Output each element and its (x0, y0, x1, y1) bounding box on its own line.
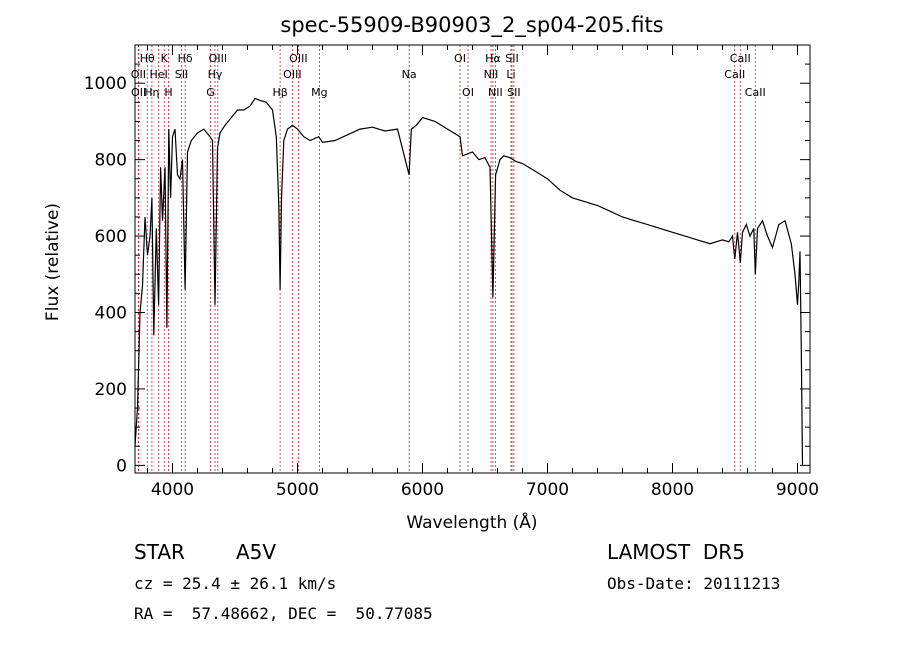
y-tick-label: 1000 (84, 74, 127, 94)
chart-title: spec-55909-B90903_2_sp04-205.fits (280, 13, 663, 38)
y-tick-label: 200 (95, 380, 127, 400)
x-axis-ticks: 4000 5000 6000 7000 8000 9000 (147, 45, 819, 500)
y-axis-ticks: 0 200 400 600 800 1000 (84, 44, 810, 476)
spectral-line-label: Hα (485, 52, 501, 65)
spectral-line-label: Hη (144, 86, 159, 99)
plot-frame (134, 44, 811, 474)
spectral-line-label: H (164, 86, 172, 99)
spectral-line-label: OIII (209, 52, 227, 65)
spectral-line-label: NII (488, 86, 503, 99)
spectral-line-label: CaII (724, 68, 745, 81)
spectral-line-label: HeI (149, 68, 167, 81)
x-tick-label: 5000 (276, 480, 319, 500)
observation-date: Obs-Date: 20111213 (607, 574, 781, 593)
x-tick-label: 9000 (776, 480, 819, 500)
spectral-line-label: OI (462, 86, 474, 99)
object-subclass: A5V (236, 540, 277, 564)
spectral-line-markers (137, 45, 756, 473)
y-tick-label: 0 (116, 456, 127, 476)
spectral-line-label: CaII (745, 86, 766, 99)
spectral-line-label: Li (506, 68, 515, 81)
spectral-line-label: OIII (283, 68, 301, 81)
spectral-line-label: G (206, 86, 215, 99)
spectral-line-label: Hγ (208, 68, 223, 81)
spectral-line-label: OIII (289, 52, 307, 65)
spectral-line-label: SII (175, 68, 188, 81)
spectrum-line (134, 97, 804, 466)
x-tick-label: 7000 (526, 480, 569, 500)
spectral-line-label: Hδ (178, 52, 193, 65)
survey-name: LAMOST DR5 (607, 540, 745, 564)
spectral-line-label: Hβ (272, 86, 287, 99)
object-class: STAR (134, 540, 185, 564)
spectral-line-label: Hθ (140, 52, 155, 65)
spectral-line-label: K (161, 52, 169, 65)
redshift-value: cz = 25.4 ± 26.1 km/s (134, 574, 337, 593)
coordinates: RA = 57.48662, DEC = 50.77085 (134, 604, 433, 623)
x-axis-label: Wavelength (Å) (406, 511, 537, 533)
spectral-line-label: OII (131, 68, 146, 81)
y-tick-label: 400 (95, 304, 127, 324)
spectral-line-label: NII (484, 68, 499, 81)
y-tick-label: 800 (95, 151, 127, 171)
spectral-line-label: Na (402, 68, 417, 81)
x-tick-label: 6000 (401, 480, 444, 500)
spectral-line-label: CaII (730, 52, 751, 65)
x-tick-label: 4000 (151, 480, 194, 500)
spectral-line-label: SII (507, 86, 520, 99)
y-tick-label: 600 (95, 227, 127, 247)
spectral-line-label: SII (505, 52, 518, 65)
spectral-line-label: Mg (311, 86, 327, 99)
y-axis-label: Flux (relative) (43, 203, 63, 321)
spectral-line-label: OI (454, 52, 466, 65)
x-tick-label: 8000 (651, 480, 694, 500)
